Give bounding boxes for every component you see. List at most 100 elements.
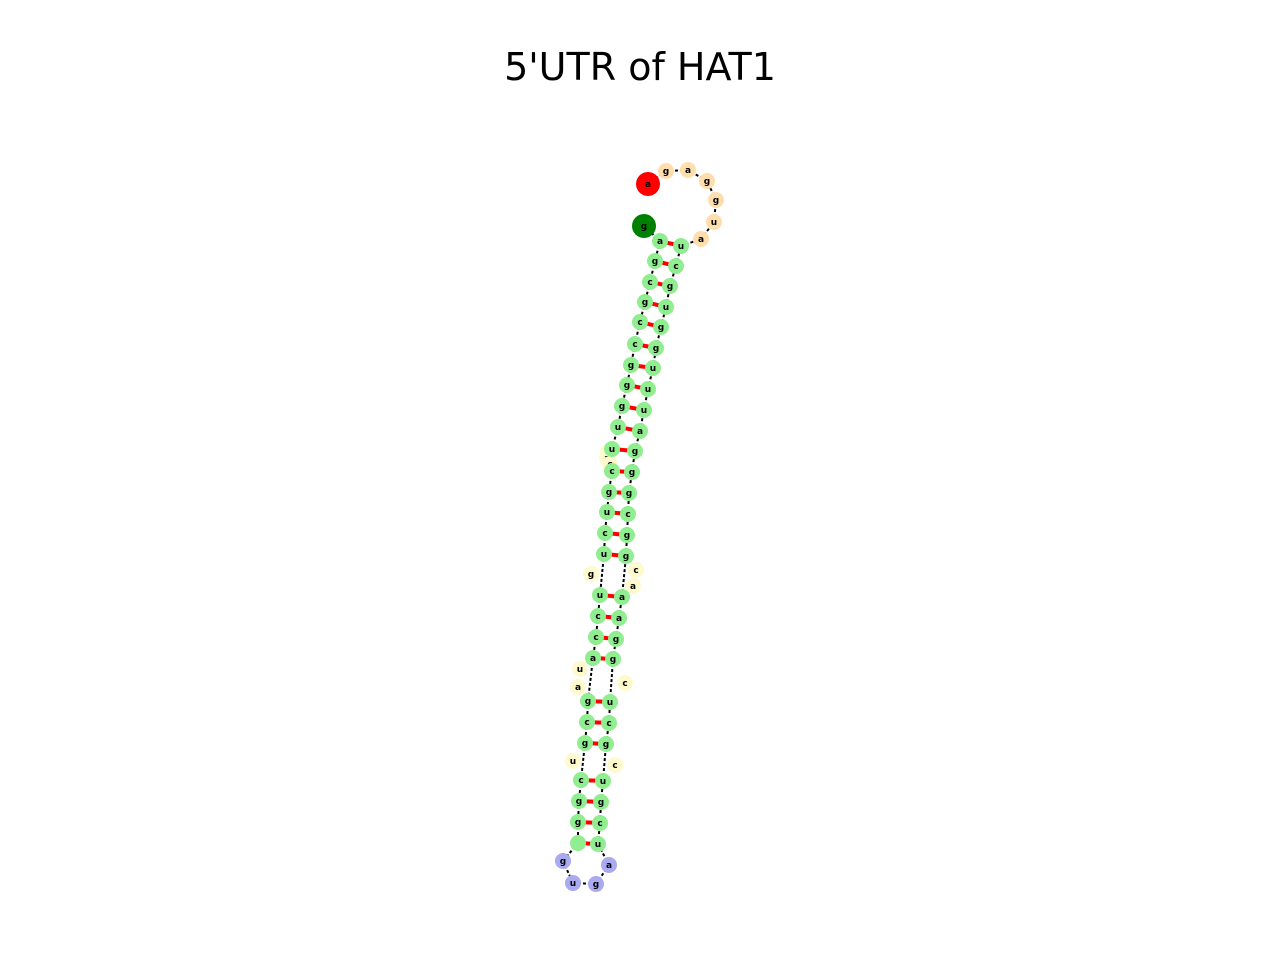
- stem-nucleotide-marker: [580, 693, 596, 709]
- stem-nucleotide-label: u: [678, 242, 684, 252]
- base-pair-bond: [611, 531, 621, 537]
- stem-nucleotide-label: g: [606, 488, 612, 498]
- internal-loop-nucleotide-label: c: [622, 679, 627, 689]
- internal-loop-nucleotide-label: c: [633, 566, 638, 576]
- stem-nucleotide: c: [592, 815, 608, 831]
- stem-nucleotide: g: [653, 319, 669, 335]
- nucleotide-layer: gagguacaguacuccacagcgccggguucgucuuccagcg…: [555, 162, 724, 892]
- exterior-loop-nucleotide: g: [708, 192, 724, 208]
- hairpin-loop-nucleotide-label: g: [593, 880, 599, 890]
- stem-nucleotide: c: [632, 314, 648, 330]
- stem-nucleotide-label: g: [603, 740, 609, 750]
- exterior-loop-nucleotide: a: [680, 162, 696, 178]
- hairpin-loop-nucleotide-label: u: [570, 879, 576, 889]
- stem-nucleotide-label: u: [597, 591, 603, 601]
- stem-nucleotide-marker: [579, 714, 595, 730]
- stem-nucleotide: u: [673, 238, 689, 254]
- stem-nucleotide-marker: [627, 443, 643, 459]
- stem-nucleotide: g: [601, 484, 617, 500]
- hairpin-loop-nucleotide-marker: [555, 853, 571, 869]
- stem-nucleotide-label: u: [650, 364, 656, 374]
- hairpin-loop-nucleotide-label: g: [560, 857, 566, 867]
- backbone-segment: [595, 864, 610, 885]
- base-pair-bond: [661, 260, 670, 267]
- stem-nucleotide-marker: [577, 735, 593, 751]
- stem-nucleotide: u: [602, 694, 618, 710]
- stem-nucleotide-marker: [632, 314, 648, 330]
- stem-nucleotide-label: a: [590, 654, 596, 664]
- stem-nucleotide: c: [620, 506, 636, 522]
- stem-nucleotide: g: [614, 398, 630, 414]
- three-prime-end-marker-label: g: [641, 222, 647, 232]
- stem-nucleotide-marker: [623, 357, 639, 373]
- stem-nucleotide-label: u: [595, 840, 601, 850]
- internal-loop-nucleotide-marker: [583, 566, 599, 582]
- stem-nucleotide-marker: [588, 629, 604, 645]
- base-pair-bond: [606, 593, 616, 599]
- exterior-loop-nucleotide-label: a: [685, 166, 691, 176]
- stem-nucleotide-marker: [595, 773, 611, 789]
- internal-loop-nucleotide-marker: [628, 562, 644, 578]
- stem-nucleotide-label: c: [673, 262, 678, 272]
- stem-nucleotide-marker: [645, 360, 661, 376]
- stem-nucleotide: g: [621, 485, 637, 501]
- stem-nucleotide-marker: [619, 527, 635, 543]
- stem-nucleotide-label: c: [647, 278, 652, 288]
- stem-nucleotide: g: [608, 631, 624, 647]
- stem-nucleotide-label: g: [619, 402, 625, 412]
- hairpin-loop-nucleotide-marker: [565, 875, 581, 891]
- stem-nucleotide: u: [604, 441, 620, 457]
- stem-nucleotide-label: u: [645, 385, 651, 395]
- stem-nucleotide-marker: [640, 381, 656, 397]
- stem-nucleotide: g: [662, 278, 678, 294]
- stem-nucleotide-label: g: [628, 361, 634, 371]
- stem-nucleotide: g: [577, 735, 593, 751]
- stem-nucleotide: g: [593, 794, 609, 810]
- stem-nucleotide-marker: [673, 238, 689, 254]
- stem-nucleotide-label: a: [657, 237, 663, 247]
- stem-nucleotide: c: [668, 258, 684, 274]
- base-pair-bond: [641, 343, 650, 349]
- stem-nucleotide-marker: [658, 299, 674, 315]
- internal-loop-nucleotide: u: [572, 661, 588, 677]
- stem-nucleotide: a: [611, 610, 627, 626]
- base-pair-bond: [624, 426, 634, 432]
- stem-nucleotide: g: [618, 548, 634, 564]
- internal-loop-nucleotide-marker: [565, 753, 581, 769]
- stem-nucleotide-marker: [614, 398, 630, 414]
- stem-nucleotide-label: g: [653, 344, 659, 354]
- stem-nucleotide-label: u: [609, 445, 615, 455]
- stem-nucleotide-marker: [590, 608, 606, 624]
- internal-loop-nucleotide-marker: [625, 578, 641, 594]
- three-prime-end-marker-marker: [632, 214, 656, 238]
- stem-nucleotide-marker: [570, 835, 586, 851]
- exterior-loop-nucleotide-marker: [699, 173, 715, 189]
- stem-nucleotide: [570, 835, 586, 851]
- stem-nucleotide-label: g: [667, 282, 673, 292]
- five-prime-end-marker: a: [636, 172, 660, 196]
- hairpin-loop-nucleotide: g: [588, 876, 604, 892]
- figure-title: 5'UTR of HAT1: [504, 45, 776, 89]
- stem-nucleotide-marker: [592, 587, 608, 603]
- stem-nucleotide-label: a: [616, 614, 622, 624]
- stem-nucleotide-marker: [597, 525, 613, 541]
- stem-nucleotide-label: c: [606, 719, 611, 729]
- internal-loop-nucleotide-label: u: [577, 665, 583, 675]
- exterior-loop-nucleotide-label: g: [713, 196, 719, 206]
- stem-nucleotide-marker: [571, 793, 587, 809]
- hairpin-loop-nucleotide: g: [555, 853, 571, 869]
- stem-nucleotide-marker: [636, 402, 652, 418]
- five-prime-end-marker-label: a: [645, 180, 651, 190]
- exterior-loop-nucleotide: u: [706, 214, 722, 230]
- backbone-segment: [713, 199, 717, 223]
- stem-nucleotide: g: [571, 793, 587, 809]
- stem-nucleotide-marker: [610, 419, 626, 435]
- stem-nucleotide: c: [601, 715, 617, 731]
- exterior-loop-nucleotide: g: [658, 163, 674, 179]
- stem-nucleotide: a: [652, 233, 668, 249]
- internal-loop-nucleotide-label: u: [570, 757, 576, 767]
- stem-nucleotide: g: [619, 527, 635, 543]
- stem-nucleotide: u: [595, 773, 611, 789]
